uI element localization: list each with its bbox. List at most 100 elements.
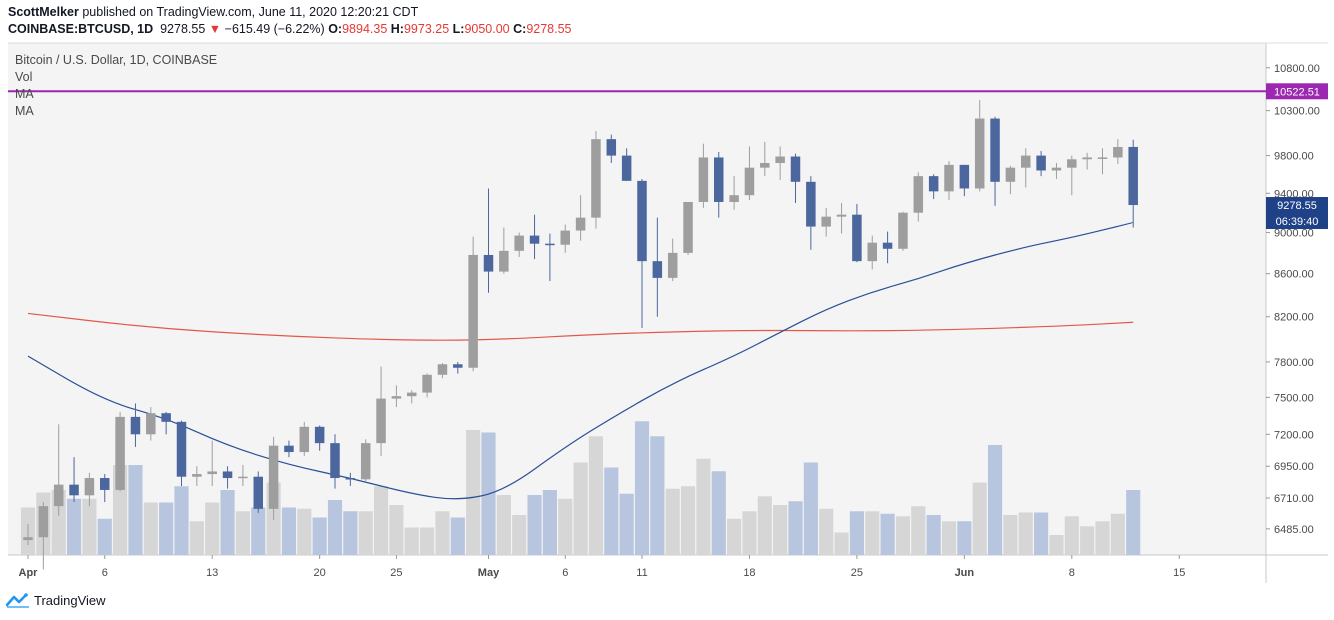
candle-body[interactable] (637, 180, 647, 262)
legend-ma-1[interactable]: MA (15, 87, 34, 101)
candle-body[interactable] (1097, 157, 1108, 159)
chart-title[interactable]: Bitcoin / U.S. Dollar, 1D, COINBASE (15, 53, 218, 67)
candle-body[interactable] (790, 156, 801, 182)
candle-body[interactable] (775, 156, 785, 164)
candle-body[interactable] (959, 164, 970, 189)
candle-body[interactable] (207, 471, 217, 475)
candle-body[interactable] (514, 235, 524, 251)
candle-body[interactable] (852, 214, 862, 262)
candle-body[interactable] (407, 392, 417, 397)
candle-body[interactable] (545, 243, 555, 246)
candle-body[interactable] (422, 374, 432, 393)
volume-bar (972, 482, 987, 555)
volume-bar (174, 486, 189, 555)
volume-bar (51, 490, 66, 555)
volume-bar (143, 502, 158, 555)
candle-body[interactable] (391, 396, 402, 399)
candle-body[interactable] (1005, 167, 1016, 182)
volume-bar (512, 515, 527, 555)
author-name[interactable]: ScottMelker (8, 5, 79, 19)
candle-body[interactable] (652, 261, 663, 278)
candle-body[interactable] (161, 413, 171, 422)
candle-body[interactable] (990, 118, 1000, 182)
volume-bar (281, 507, 297, 555)
candle-body[interactable] (744, 167, 755, 196)
candle-body[interactable] (683, 201, 693, 253)
candle-body[interactable] (238, 476, 248, 479)
candle-body[interactable] (130, 416, 141, 435)
candle-body[interactable] (38, 506, 49, 538)
volume-bar (926, 515, 941, 555)
candle-body[interactable] (1128, 146, 1138, 206)
price-axis-panel[interactable] (1266, 43, 1328, 583)
tradingview-footer[interactable]: TradingView (6, 592, 106, 608)
candle-body[interactable] (806, 181, 816, 227)
down-arrow-icon: ▼ (208, 22, 222, 36)
volume-bar (819, 508, 834, 555)
candle-body[interactable] (529, 235, 540, 244)
candle-body[interactable] (575, 217, 586, 231)
candle-body[interactable] (222, 471, 233, 479)
y-tick-label: 7200.00 (1274, 429, 1314, 441)
candle-body[interactable] (53, 484, 64, 507)
candle-body[interactable] (1113, 146, 1123, 158)
candle-body[interactable] (345, 478, 356, 480)
candle-body[interactable] (714, 157, 724, 202)
candle-body[interactable] (1021, 155, 1031, 168)
candle-body[interactable] (591, 139, 601, 218)
candle-body[interactable] (299, 426, 310, 453)
candle-body[interactable] (882, 242, 893, 249)
candle-body[interactable] (330, 443, 340, 479)
candle-body[interactable] (760, 163, 770, 168)
candle-body[interactable] (268, 445, 279, 509)
candle-body[interactable] (1036, 155, 1046, 171)
legend-ma-2[interactable]: MA (15, 104, 34, 118)
volume-bar (727, 518, 742, 555)
candle-body[interactable] (621, 155, 632, 181)
candle-body[interactable] (483, 254, 494, 272)
candle-body[interactable] (836, 214, 847, 217)
candle-body[interactable] (1051, 167, 1062, 171)
candle-body[interactable] (314, 426, 325, 444)
candle-body[interactable] (913, 176, 924, 213)
candle-body[interactable] (69, 484, 79, 496)
candle-body[interactable] (944, 164, 954, 192)
candle-body[interactable] (729, 195, 739, 202)
candle-body[interactable] (437, 364, 448, 375)
legend-vol[interactable]: Vol (15, 70, 33, 84)
candle-body[interactable] (176, 421, 187, 477)
candle-body[interactable] (1067, 159, 1077, 168)
candle-body[interactable] (606, 139, 617, 156)
candle-body[interactable] (821, 216, 831, 227)
candle-body[interactable] (84, 478, 95, 496)
candle-body[interactable] (284, 445, 294, 453)
candle-body[interactable] (453, 364, 463, 368)
candle-body[interactable] (928, 176, 939, 192)
candle-body[interactable] (974, 118, 985, 189)
candle-body[interactable] (667, 252, 678, 278)
candle-body[interactable] (898, 212, 908, 249)
candle-body[interactable] (360, 443, 371, 480)
symbol-label[interactable]: COINBASE:BTCUSD, 1D (8, 22, 154, 36)
volume-bar (205, 502, 220, 555)
candle-body[interactable] (560, 230, 571, 245)
time-axis-panel[interactable] (8, 555, 1266, 583)
high-value: 9973.25 (403, 22, 450, 36)
volume-bar (1126, 490, 1141, 555)
candle-body[interactable] (146, 413, 156, 435)
candle-body[interactable] (100, 478, 110, 490)
candle-body[interactable] (23, 537, 33, 541)
candle-body[interactable] (499, 250, 509, 272)
candle-body[interactable] (698, 157, 709, 202)
candle-body[interactable] (376, 398, 386, 444)
candle-body[interactable] (468, 254, 478, 368)
volume-bar (435, 511, 450, 555)
volume-bar (82, 498, 97, 555)
candle-body[interactable] (867, 242, 878, 262)
candle-body[interactable] (115, 416, 125, 490)
candle-body[interactable] (1082, 157, 1092, 160)
horizontal-line-label: 10522.51 (1274, 86, 1320, 98)
candle-body[interactable] (253, 476, 264, 509)
candle-body[interactable] (192, 474, 202, 477)
